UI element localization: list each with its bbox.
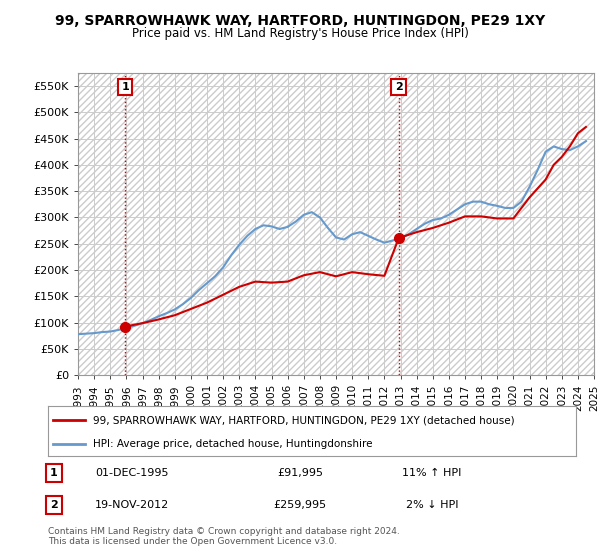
Text: 2: 2 <box>50 500 58 510</box>
Text: Price paid vs. HM Land Registry's House Price Index (HPI): Price paid vs. HM Land Registry's House … <box>131 27 469 40</box>
Text: 1: 1 <box>121 82 129 92</box>
Text: £259,995: £259,995 <box>274 500 326 510</box>
Text: 19-NOV-2012: 19-NOV-2012 <box>95 500 169 510</box>
Text: £91,995: £91,995 <box>277 468 323 478</box>
Text: HPI: Average price, detached house, Huntingdonshire: HPI: Average price, detached house, Hunt… <box>93 439 373 449</box>
Text: Contains HM Land Registry data © Crown copyright and database right 2024.
This d: Contains HM Land Registry data © Crown c… <box>48 526 400 546</box>
Text: 11% ↑ HPI: 11% ↑ HPI <box>403 468 461 478</box>
Text: 1: 1 <box>50 468 58 478</box>
Text: 01-DEC-1995: 01-DEC-1995 <box>95 468 169 478</box>
Text: 2: 2 <box>395 82 403 92</box>
Text: 99, SPARROWHAWK WAY, HARTFORD, HUNTINGDON, PE29 1XY (detached house): 99, SPARROWHAWK WAY, HARTFORD, HUNTINGDO… <box>93 415 515 425</box>
Text: 2% ↓ HPI: 2% ↓ HPI <box>406 500 458 510</box>
Text: 99, SPARROWHAWK WAY, HARTFORD, HUNTINGDON, PE29 1XY: 99, SPARROWHAWK WAY, HARTFORD, HUNTINGDO… <box>55 14 545 28</box>
